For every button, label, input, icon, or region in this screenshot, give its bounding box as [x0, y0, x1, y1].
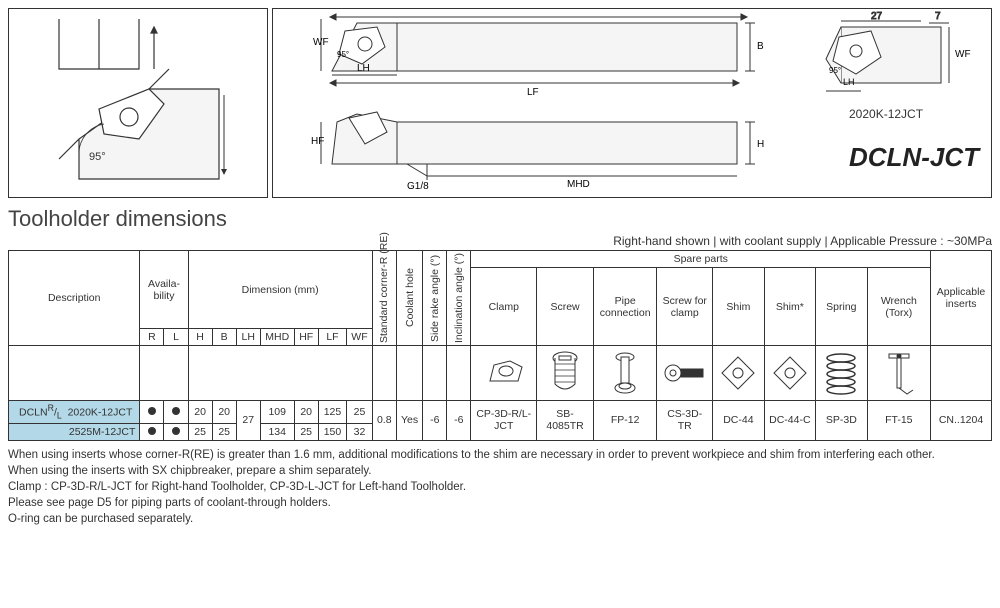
shared-screw: SB-4085TR [537, 401, 594, 441]
dimensions-table: Description Availa-bility Dimension (mm)… [8, 250, 992, 441]
hdr-corner-r: Standard corner-R (RE) [378, 253, 390, 343]
angle-95-top: 95° [337, 50, 349, 59]
diagram-section: 95° [8, 8, 992, 198]
h-label: H [757, 139, 764, 150]
shared-incl: -6 [447, 401, 471, 441]
b-label: B [757, 41, 764, 52]
shared-inserts: CN..1204 [931, 401, 992, 441]
note-line: Clamp : CP-3D-R/L-JCT for Right-hand Too… [8, 479, 992, 495]
note-line: O-ring can be purchased separately. [8, 511, 992, 527]
hdr-dim-hf: HF [294, 329, 318, 346]
model-cell: 2525M-12JCT [9, 423, 140, 440]
hdr-dim-lh: LH [236, 329, 260, 346]
wrench-icon [871, 348, 928, 398]
hdr-description: Description [9, 251, 140, 346]
hdr-clamp: Clamp [471, 268, 537, 346]
spare-icon-row [9, 346, 992, 401]
shared-corner: 0.8 [372, 401, 396, 441]
diagram-left: 95° [8, 8, 268, 198]
hdr-dim-lf: LF [318, 329, 346, 346]
shared-lh: 27 [236, 401, 260, 441]
spring-icon [819, 348, 863, 398]
shared-shim2: DC-44-C [764, 401, 815, 441]
hdr-shim2: Shim* [764, 268, 815, 346]
hdr-l: L [164, 329, 188, 346]
lf-label: LF [527, 87, 539, 98]
hdr-dim-mhd: MHD [260, 329, 294, 346]
subtitle: Right-hand shown | with coolant supply |… [8, 234, 992, 248]
hdr-inserts: Applicableinserts [931, 251, 992, 346]
shared-screwclamp: CS-3D-TR [657, 401, 713, 441]
shim2-icon [768, 348, 812, 398]
note-line: When using inserts whose corner-R(RE) is… [8, 447, 992, 463]
g18-label: G1/8 [407, 181, 429, 192]
section-title: Toolholder dimensions [8, 206, 992, 232]
hdr-dim-h: H [188, 329, 212, 346]
svg-text:WF: WF [955, 49, 971, 60]
hdr-r: R [140, 329, 164, 346]
hdr-dim-b: B [212, 329, 236, 346]
notes: When using inserts whose corner-R(RE) is… [8, 447, 992, 527]
lh-label: LH [357, 63, 370, 74]
pipe-icon [597, 348, 653, 398]
shim-icon [716, 348, 760, 398]
tool-center-svg: WF LH 95° LF B [273, 9, 801, 199]
hdr-dimension: Dimension (mm) [188, 251, 372, 329]
clamp-icon [474, 348, 533, 398]
hdr-shim: Shim [713, 268, 764, 346]
tool-small-svg: 27 7 WF LH 95° [801, 9, 991, 119]
shared-rake: -6 [423, 401, 447, 441]
dot-icon [172, 427, 180, 435]
svg-text:95°: 95° [829, 66, 841, 75]
note-line: When using the inserts with SX chipbreak… [8, 463, 992, 479]
dot-icon [148, 407, 156, 415]
diagram-right: WF LH 95° LF B [272, 8, 992, 198]
hdr-wrench: Wrench (Torx) [867, 268, 931, 346]
screw-icon [540, 348, 590, 398]
diagram-center: WF LH 95° LF B [273, 9, 801, 197]
dot-icon [148, 427, 156, 435]
shared-coolant: Yes [396, 401, 422, 441]
product-label: DCLN-JCT [849, 142, 979, 173]
angle-95-left: 95° [89, 151, 106, 163]
hdr-rake: Side rake angle (°) [429, 253, 441, 343]
hdr-screw: Screw [537, 268, 594, 346]
hdr-spare: Spare parts [471, 251, 931, 268]
shared-spring: SP-3D [816, 401, 867, 441]
series-cell: DCLNR/L 2020K-12JCT [9, 401, 140, 424]
diagram-small: 27 7 WF LH 95° 2020K-12JCT DCLN-JCT [801, 9, 991, 197]
dot-icon [172, 407, 180, 415]
hdr-dim-wf: WF [347, 329, 373, 346]
shared-wrench: FT-15 [867, 401, 931, 441]
hdr-availability: Availa-bility [140, 251, 188, 329]
screwclamp-icon [660, 348, 709, 398]
svg-text:LH: LH [843, 77, 855, 87]
wf-label: WF [313, 37, 329, 48]
tool-left-svg [9, 9, 269, 199]
hdr-incl: Inclination angle (°) [453, 253, 465, 343]
hdr-coolant: Coolant hole [404, 253, 416, 343]
svg-text:7: 7 [935, 11, 941, 22]
hdr-spring: Spring [816, 268, 867, 346]
hdr-screwclamp: Screw forclamp [657, 268, 713, 346]
mhd-label: MHD [567, 179, 590, 190]
note-line: Please see page D5 for piping parts of c… [8, 495, 992, 511]
shared-clamp: CP-3D-R/L-JCT [471, 401, 537, 441]
shared-pipe: FP-12 [594, 401, 657, 441]
shared-shim: DC-44 [713, 401, 764, 441]
svg-text:27: 27 [871, 11, 883, 22]
hdr-pipe: Pipeconnection [594, 268, 657, 346]
hf-label: HF [311, 136, 324, 147]
small-model: 2020K-12JCT [849, 107, 923, 121]
table-row: DCLNR/L 2020K-12JCT 20 20 27 109 20 125 … [9, 401, 992, 424]
